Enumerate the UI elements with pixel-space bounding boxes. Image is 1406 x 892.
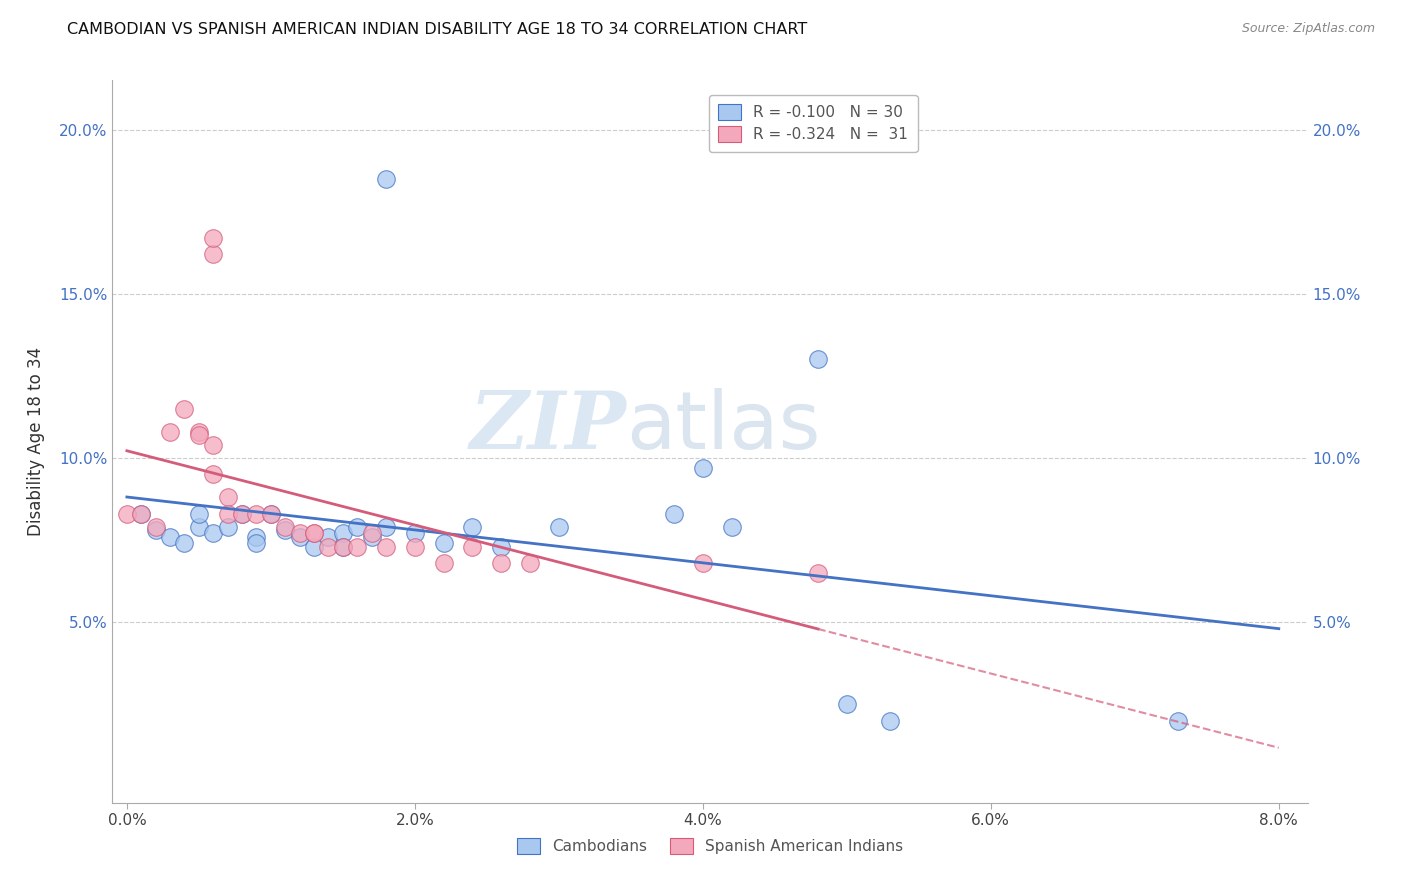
Point (807, 352, 830, 367)
Point (129, 507, 152, 521)
Point (159, 530, 181, 544)
Point (318, 540, 340, 554)
Point (461, 540, 484, 554)
Point (217, 491, 239, 505)
Point (202, 467, 225, 482)
Point (375, 520, 398, 534)
Point (519, 556, 541, 570)
Point (173, 536, 195, 550)
Point (231, 507, 253, 521)
Point (217, 507, 239, 521)
Point (662, 507, 685, 521)
Point (202, 438, 225, 452)
Point (807, 566, 830, 580)
Point (404, 540, 426, 554)
Point (835, 698, 858, 712)
Point (692, 556, 714, 570)
Y-axis label: Disability Age 18 to 34: Disability Age 18 to 34 (27, 347, 45, 536)
Point (173, 401, 195, 416)
Point (245, 507, 267, 521)
Point (1167, 714, 1189, 728)
Point (360, 526, 382, 541)
Point (159, 425, 181, 439)
Point (288, 530, 311, 544)
Point (115, 507, 138, 521)
Point (187, 428, 209, 442)
Point (879, 714, 901, 728)
Point (245, 536, 267, 550)
Point (187, 425, 209, 439)
Text: ZIP: ZIP (470, 388, 627, 466)
Point (145, 523, 167, 537)
Point (245, 530, 267, 544)
Point (547, 520, 569, 534)
Point (346, 540, 368, 554)
Point (491, 556, 513, 570)
Point (145, 520, 167, 534)
Point (202, 526, 225, 541)
Point (231, 507, 253, 521)
Point (433, 536, 456, 550)
Point (260, 507, 283, 521)
Point (346, 520, 368, 534)
Point (187, 507, 209, 521)
Point (375, 540, 398, 554)
Point (202, 247, 225, 261)
Point (433, 556, 456, 570)
Text: atlas: atlas (627, 388, 821, 467)
Point (404, 526, 426, 541)
Point (187, 520, 209, 534)
Point (302, 540, 325, 554)
Point (217, 520, 239, 534)
Point (360, 530, 382, 544)
Point (260, 507, 283, 521)
Point (692, 460, 714, 475)
Point (332, 540, 354, 554)
Point (129, 507, 152, 521)
Point (461, 520, 484, 534)
Point (202, 231, 225, 245)
Point (288, 526, 311, 541)
Point (302, 526, 325, 541)
Point (491, 540, 513, 554)
Text: Source: ZipAtlas.com: Source: ZipAtlas.com (1241, 22, 1375, 36)
Point (332, 526, 354, 541)
Legend: Cambodians, Spanish American Indians: Cambodians, Spanish American Indians (510, 832, 910, 860)
Point (375, 171, 398, 186)
Point (332, 540, 354, 554)
Point (318, 530, 340, 544)
Text: CAMBODIAN VS SPANISH AMERICAN INDIAN DISABILITY AGE 18 TO 34 CORRELATION CHART: CAMBODIAN VS SPANISH AMERICAN INDIAN DIS… (67, 22, 807, 37)
Point (274, 520, 297, 534)
Point (274, 523, 297, 537)
Point (720, 520, 742, 534)
Point (302, 526, 325, 541)
